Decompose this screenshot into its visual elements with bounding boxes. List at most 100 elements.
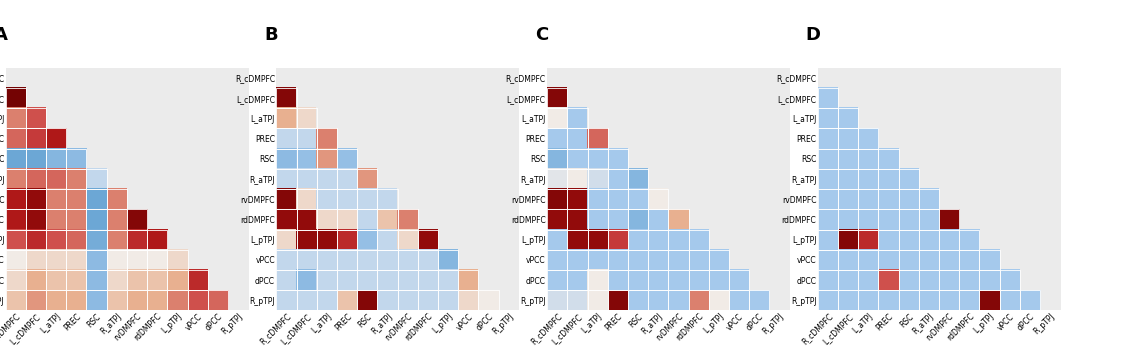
Bar	[438, 250, 458, 270]
Bar	[818, 189, 838, 209]
Bar	[818, 169, 838, 189]
Bar	[417, 229, 438, 250]
Bar	[938, 209, 959, 229]
Bar	[297, 270, 317, 290]
Bar	[107, 229, 126, 250]
Bar	[588, 209, 608, 229]
Bar	[87, 290, 107, 310]
Bar	[397, 290, 417, 310]
Bar	[959, 250, 979, 270]
Bar	[547, 108, 567, 128]
Bar	[588, 290, 608, 310]
Bar	[46, 270, 67, 290]
Bar	[67, 149, 87, 169]
Bar	[858, 189, 879, 209]
Bar	[276, 270, 297, 290]
Bar	[588, 128, 608, 149]
Text: B: B	[265, 26, 279, 44]
Bar	[26, 128, 46, 149]
Bar	[608, 149, 628, 169]
Bar	[6, 229, 26, 250]
Bar	[688, 270, 708, 290]
Bar	[46, 250, 67, 270]
Bar	[588, 250, 608, 270]
Bar	[858, 169, 879, 189]
Bar	[858, 229, 879, 250]
Bar	[87, 229, 107, 250]
Bar	[668, 290, 688, 310]
Bar	[838, 189, 858, 209]
Bar	[838, 149, 858, 169]
Bar	[979, 250, 999, 270]
Bar	[26, 189, 46, 209]
Bar	[378, 229, 397, 250]
Bar	[337, 189, 358, 209]
Bar	[87, 270, 107, 290]
Bar	[26, 108, 46, 128]
Bar	[708, 250, 729, 270]
Bar	[547, 149, 567, 169]
Bar	[126, 290, 147, 310]
Bar	[208, 290, 228, 310]
Bar	[297, 209, 317, 229]
Bar	[107, 290, 126, 310]
Bar	[167, 290, 187, 310]
Bar	[938, 229, 959, 250]
Bar	[67, 169, 87, 189]
Bar	[938, 290, 959, 310]
Bar	[879, 250, 899, 270]
Bar	[26, 169, 46, 189]
Bar	[547, 270, 567, 290]
Bar	[276, 108, 297, 128]
Bar	[67, 209, 87, 229]
Bar	[899, 229, 919, 250]
Bar	[6, 290, 26, 310]
Bar	[567, 209, 588, 229]
Text: A: A	[0, 26, 8, 44]
Bar	[317, 189, 337, 209]
Bar	[337, 270, 358, 290]
Bar	[67, 229, 87, 250]
Bar	[337, 229, 358, 250]
Bar	[547, 209, 567, 229]
Bar	[6, 149, 26, 169]
Bar	[999, 270, 1020, 290]
Bar	[818, 108, 838, 128]
Bar	[838, 229, 858, 250]
Bar	[46, 209, 67, 229]
Bar	[608, 290, 628, 310]
Bar	[397, 209, 417, 229]
Bar	[358, 290, 378, 310]
Bar	[67, 250, 87, 270]
Bar	[276, 149, 297, 169]
Bar	[167, 250, 187, 270]
Bar	[628, 189, 649, 209]
Bar	[979, 290, 999, 310]
Bar	[337, 290, 358, 310]
Bar	[608, 270, 628, 290]
Bar	[317, 128, 337, 149]
Bar	[6, 169, 26, 189]
Bar	[46, 128, 67, 149]
Bar	[337, 250, 358, 270]
Bar	[858, 250, 879, 270]
Bar	[317, 169, 337, 189]
Bar	[999, 290, 1020, 310]
Bar	[547, 128, 567, 149]
Bar	[899, 209, 919, 229]
Bar	[608, 229, 628, 250]
Bar	[588, 229, 608, 250]
Bar	[547, 290, 567, 310]
Bar	[608, 209, 628, 229]
Bar	[838, 108, 858, 128]
Bar	[358, 250, 378, 270]
Bar	[899, 290, 919, 310]
Bar	[838, 169, 858, 189]
Bar	[628, 229, 649, 250]
Bar	[26, 250, 46, 270]
Bar	[567, 270, 588, 290]
Bar	[879, 209, 899, 229]
Bar	[87, 250, 107, 270]
Bar	[628, 290, 649, 310]
Bar	[668, 229, 688, 250]
